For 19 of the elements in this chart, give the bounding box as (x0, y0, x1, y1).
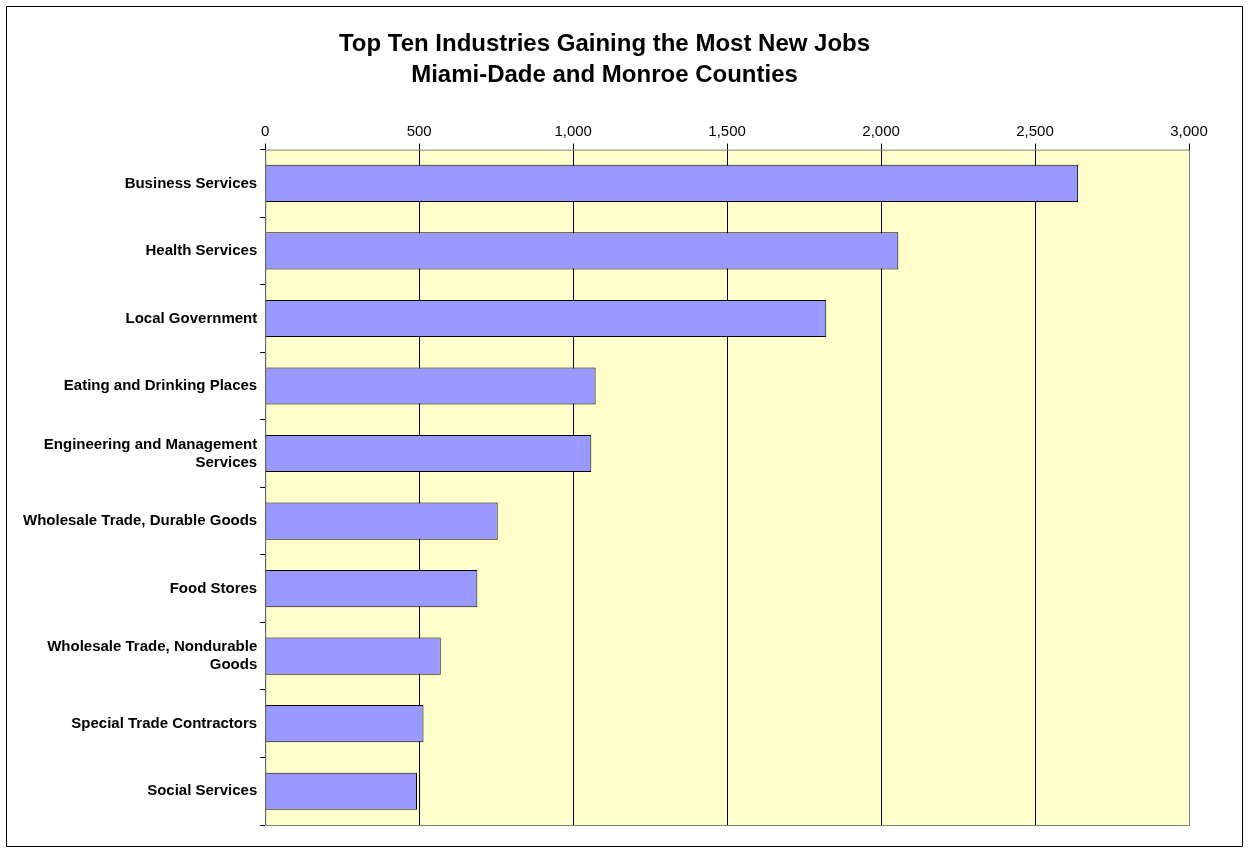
y-tick-label: Engineering and Management Services (43, 434, 258, 470)
x-tick-label: 2,000 (862, 121, 900, 139)
chart-subtitle: Miami-Dade and Monroe Counties (411, 59, 798, 87)
y-tick-label: Local Government (125, 308, 258, 326)
x-tick-label: 0 (261, 121, 270, 139)
chart-title: Top Ten Industries Gaining the Most New Jobs (338, 29, 871, 57)
y-tick-label: Wholesale Trade, Durable Goods (22, 511, 258, 529)
y-tick-label: Health Services (145, 241, 258, 259)
x-tick-label: 500 (406, 121, 432, 139)
y-tick-label: Special Trade Contractors (71, 713, 258, 731)
y-tick-label: Social Services (147, 781, 258, 799)
y-tick-label: Business Services (124, 173, 258, 191)
x-tick-label: 3,000 (1170, 121, 1208, 139)
x-tick-label: 1,500 (708, 121, 746, 139)
y-tick-label: Wholesale Trade, Nondurable Goods (47, 637, 258, 673)
y-tick-label: Eating and Drinking Places (63, 376, 258, 394)
x-tick-label: 2,500 (1016, 121, 1054, 139)
x-tick-label: 1,000 (554, 121, 592, 139)
y-tick-label: Food Stores (169, 578, 258, 596)
